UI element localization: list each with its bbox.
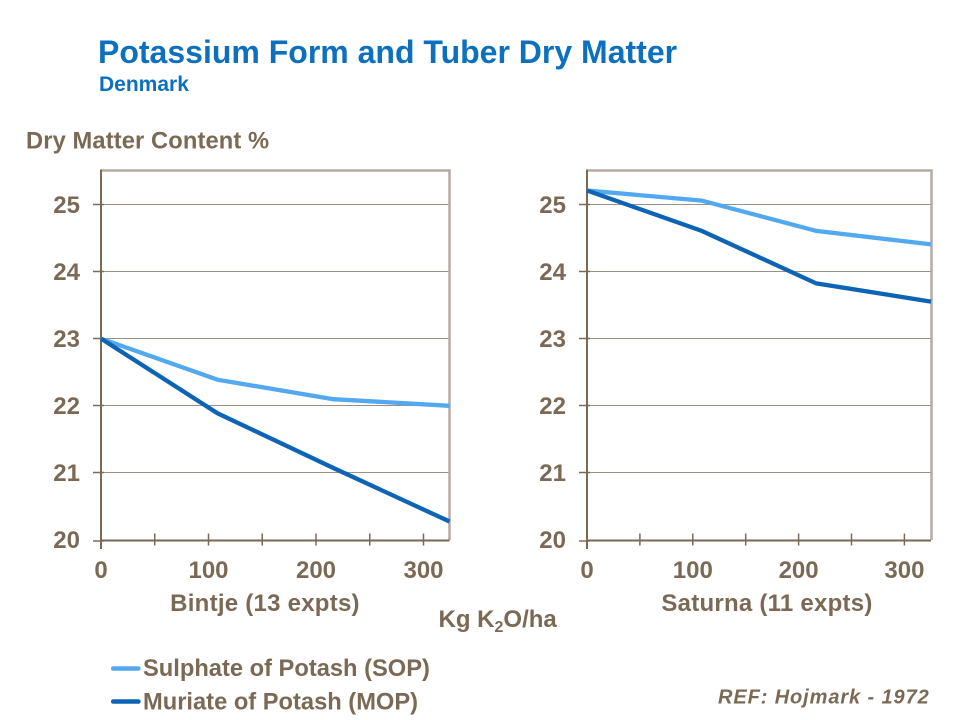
svg-text:22: 22 (53, 393, 80, 420)
svg-text:24: 24 (53, 259, 80, 286)
svg-text:Dry Matter Content %: Dry Matter Content % (26, 129, 269, 155)
svg-text:23: 23 (53, 326, 80, 353)
svg-text:Sulphate of Potash (SOP): Sulphate of Potash (SOP) (143, 656, 430, 682)
svg-text:23: 23 (539, 326, 566, 353)
svg-text:Saturna (11 expts): Saturna (11 expts) (661, 590, 872, 617)
svg-text:0: 0 (580, 557, 593, 584)
svg-text:21: 21 (539, 460, 566, 487)
svg-text:100: 100 (673, 557, 713, 584)
svg-text:Bintje (13 expts): Bintje (13 expts) (170, 590, 360, 617)
svg-text:24: 24 (539, 259, 566, 286)
svg-text:REF: Hojmark - 1972: REF: Hojmark - 1972 (718, 686, 930, 708)
svg-text:300: 300 (403, 557, 443, 584)
svg-text:20: 20 (539, 527, 566, 554)
svg-text:Muriate of Potash (MOP): Muriate of Potash (MOP) (143, 690, 418, 716)
svg-text:200: 200 (779, 557, 819, 584)
svg-text:25: 25 (53, 192, 80, 219)
svg-text:22: 22 (539, 393, 566, 420)
svg-text:100: 100 (188, 557, 228, 584)
svg-text:200: 200 (296, 557, 336, 584)
svg-text:25: 25 (539, 192, 566, 219)
svg-text:20: 20 (53, 527, 80, 554)
svg-text:300: 300 (884, 557, 924, 584)
svg-text:21: 21 (53, 460, 80, 487)
svg-text:Potassium Form and Tuber Dry M: Potassium Form and Tuber Dry Matter (98, 34, 677, 70)
svg-text:0: 0 (94, 557, 107, 584)
svg-text:Denmark: Denmark (99, 73, 189, 96)
